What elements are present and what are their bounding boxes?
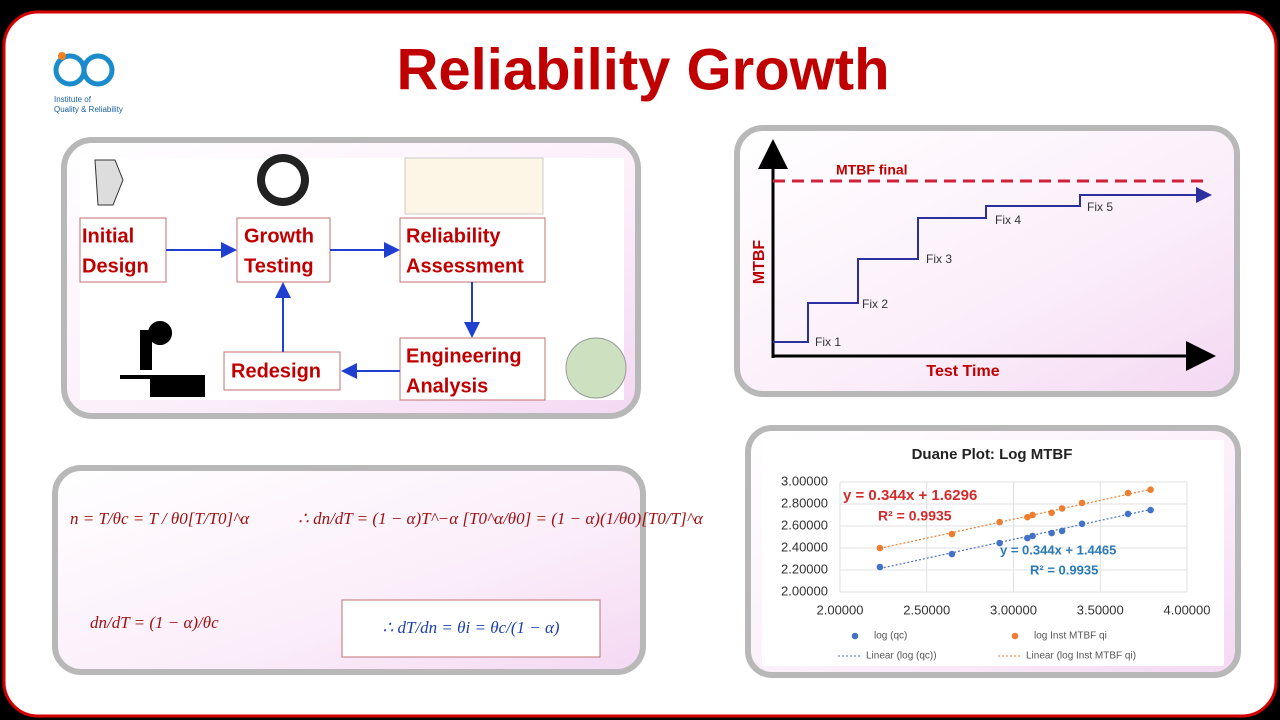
fix-label: Fix 3	[926, 252, 952, 266]
target-label: MTBF final	[836, 162, 908, 178]
flow-label: Testing	[244, 255, 314, 277]
point	[1048, 529, 1055, 537]
equation: n = T/θc = T / θ0[T/T0]^α	[70, 509, 250, 528]
point	[1024, 513, 1031, 521]
legend-label: log (qc)	[874, 631, 907, 642]
flow-label: Design	[82, 255, 149, 277]
x-tick-label: 4.00000	[1164, 602, 1211, 617]
fix-label: Fix 5	[1087, 200, 1113, 214]
flow-label: Initial	[82, 225, 134, 247]
y-tick-label: 3.00000	[781, 473, 828, 488]
point	[1029, 532, 1036, 540]
panel	[734, 125, 1240, 397]
flow-box	[223, 351, 341, 391]
chart-title: Duane Plot: Log MTBF	[912, 446, 1073, 463]
legend-marker	[1011, 632, 1019, 640]
point	[996, 539, 1003, 547]
logo-mark	[81, 53, 115, 87]
point	[1147, 506, 1154, 514]
flow-box	[399, 217, 546, 283]
equation: ∴ dn/dT = (1 − α)T^−α [T0^α/θ0] = (1 − α…	[298, 509, 704, 528]
annotation: y = 0.344x + 1.4465	[1000, 542, 1116, 557]
equation: dn/dT = (1 − α)/θc	[90, 613, 219, 632]
point	[948, 530, 956, 538]
icon-worker	[120, 321, 205, 397]
legend-label: log Inst MTBF qi	[1034, 631, 1107, 642]
point	[1058, 527, 1066, 535]
y-tick-label: 2.60000	[781, 517, 828, 532]
point	[1024, 534, 1031, 542]
equation: ∴ dT/dn = θi = θc/(1 − α)	[382, 618, 559, 637]
x-tick-label: 2.00000	[817, 602, 864, 617]
annotation: y = 0.344x + 1.6296	[843, 487, 977, 504]
point	[876, 544, 884, 552]
axis-label: Test Time	[926, 363, 999, 380]
flow-label: Growth	[244, 225, 314, 247]
flow-label: Reliability	[406, 225, 501, 247]
slide-title: Reliability Growth	[396, 37, 889, 102]
chart-area	[762, 440, 1224, 666]
point	[948, 550, 956, 558]
y-tick-label: 2.80000	[781, 495, 828, 510]
x-tick-label: 3.00000	[990, 602, 1037, 617]
flow-box	[399, 337, 546, 401]
fix-label: Fix 1	[815, 335, 841, 349]
flow-label: Engineering	[406, 345, 522, 367]
fix-label: Fix 2	[862, 297, 888, 311]
flow-label: Assessment	[406, 255, 524, 277]
icon-gear	[265, 162, 301, 198]
flow-box	[236, 217, 331, 283]
annotation: R² = 0.9935	[1030, 562, 1098, 577]
point	[1048, 509, 1055, 517]
growth-steps	[773, 187, 1212, 343]
point	[1124, 489, 1132, 497]
x-tick-label: 2.50000	[903, 602, 950, 617]
equation-box	[341, 599, 601, 658]
point	[1029, 511, 1036, 519]
point	[876, 563, 884, 571]
axis-label: MTBF	[751, 240, 768, 285]
y-tick-label: 2.00000	[781, 583, 828, 598]
flow-label: Analysis	[406, 375, 488, 397]
point	[1124, 510, 1132, 518]
legend-label: Linear (log (qc))	[866, 651, 937, 662]
logo-dot	[58, 52, 66, 60]
logo-text: Quality & Reliability	[54, 105, 123, 114]
point	[1078, 499, 1086, 507]
duane-plot: 2.00000 2.20000 2.40000 2.60000 2.80000 3.000…	[781, 473, 1211, 661]
annotation: R² = 0.9935	[878, 508, 952, 524]
x-tick-label: 3.50000	[1077, 602, 1124, 617]
icon-plot	[404, 157, 544, 215]
logo-text: Institute of	[54, 95, 92, 104]
point	[1078, 520, 1086, 528]
point	[996, 518, 1003, 526]
flow-box	[79, 217, 167, 283]
legend-label: Linear (log Inst MTBF qi)	[1026, 651, 1136, 662]
point	[1058, 505, 1066, 512]
fix-label: Fix 4	[995, 213, 1021, 227]
legend-marker	[851, 632, 859, 640]
y-tick-label: 2.40000	[781, 539, 828, 554]
icon-inspector	[565, 337, 627, 399]
icon-person	[94, 159, 124, 206]
flow-label: Redesign	[231, 360, 321, 382]
y-tick-label: 2.20000	[781, 561, 828, 576]
point	[1147, 486, 1154, 494]
